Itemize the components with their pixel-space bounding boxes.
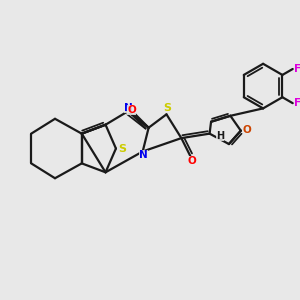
Text: S: S (118, 143, 127, 154)
Text: N: N (139, 150, 148, 160)
Text: O: O (188, 156, 196, 166)
Text: S: S (163, 103, 171, 113)
Text: F: F (294, 64, 300, 74)
Text: O: O (243, 125, 252, 135)
Text: N: N (124, 103, 133, 113)
Text: F: F (294, 98, 300, 108)
Text: H: H (216, 131, 224, 141)
Text: O: O (127, 105, 136, 115)
